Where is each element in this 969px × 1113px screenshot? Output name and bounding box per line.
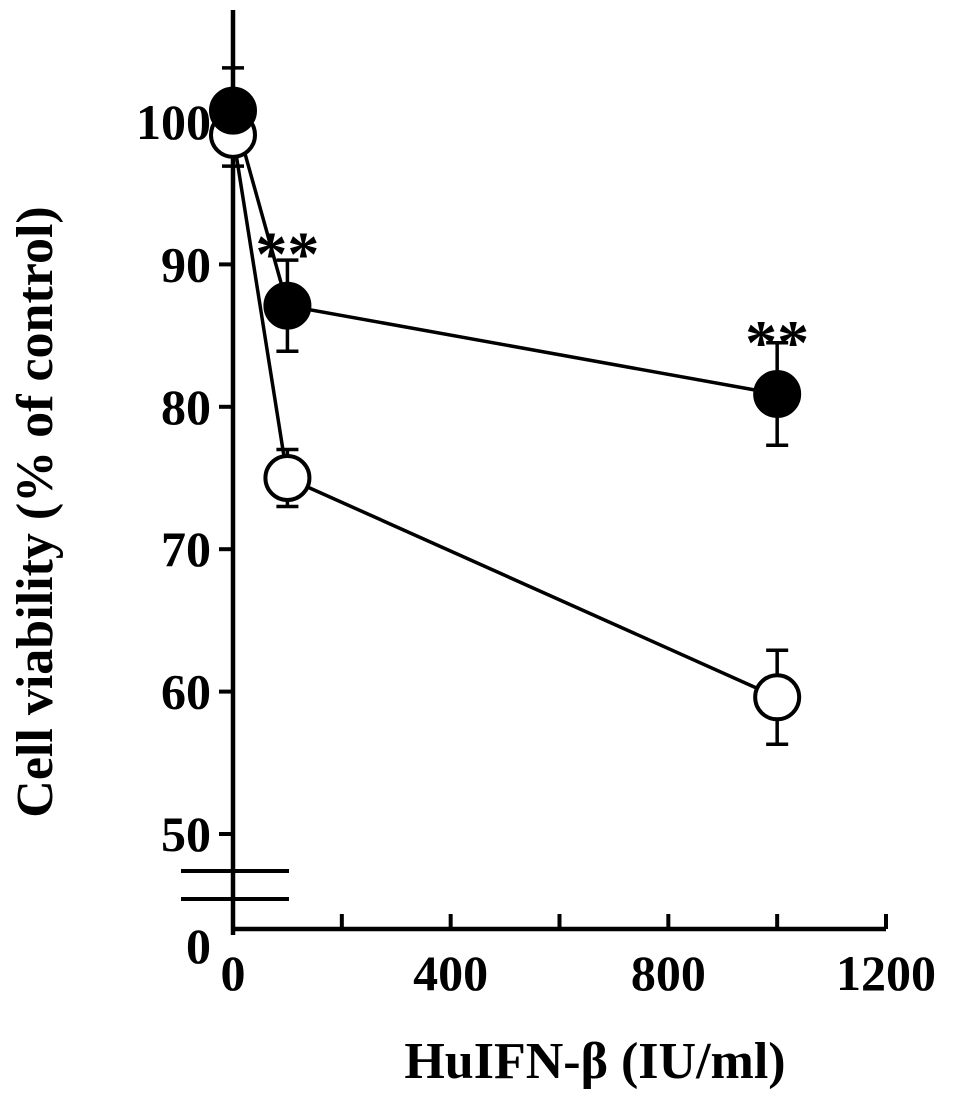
series-lines — [231, 110, 778, 699]
open-circle-marker — [263, 454, 312, 502]
x-tick-label: 1200 — [836, 945, 936, 1001]
x-tick-label: 0 — [221, 945, 246, 1001]
significance-label: ** — [745, 307, 809, 378]
open-circle-marker — [753, 673, 802, 722]
filled-circle-marker — [209, 86, 257, 135]
y-tick-label: 80 — [161, 379, 211, 435]
y-tick-label: 90 — [161, 236, 211, 292]
error-bars — [222, 66, 789, 747]
significance-label: ** — [255, 219, 319, 290]
filled-circle-marker — [753, 369, 802, 418]
y-tick-label: 50 — [161, 806, 211, 862]
x-axis-title: HuIFN-β (IU/ml) — [404, 1033, 785, 1090]
axes: 50 60 70 80 90 100 0 0 400 800 1200 — [136, 10, 936, 1001]
y-tick-label: 100 — [136, 94, 211, 150]
y-tick-label: 60 — [161, 664, 211, 720]
filled-circle-marker — [263, 281, 312, 330]
x-tick-label: 400 — [413, 945, 488, 1001]
y-axis-title: Cell viability (% of control) — [7, 206, 64, 817]
y-tick-label: 0 — [186, 918, 211, 974]
x-tick-label: 800 — [631, 945, 706, 1001]
y-tick-label: 70 — [161, 521, 211, 577]
data-markers — [209, 86, 802, 722]
annotations: ** ** — [255, 219, 809, 378]
